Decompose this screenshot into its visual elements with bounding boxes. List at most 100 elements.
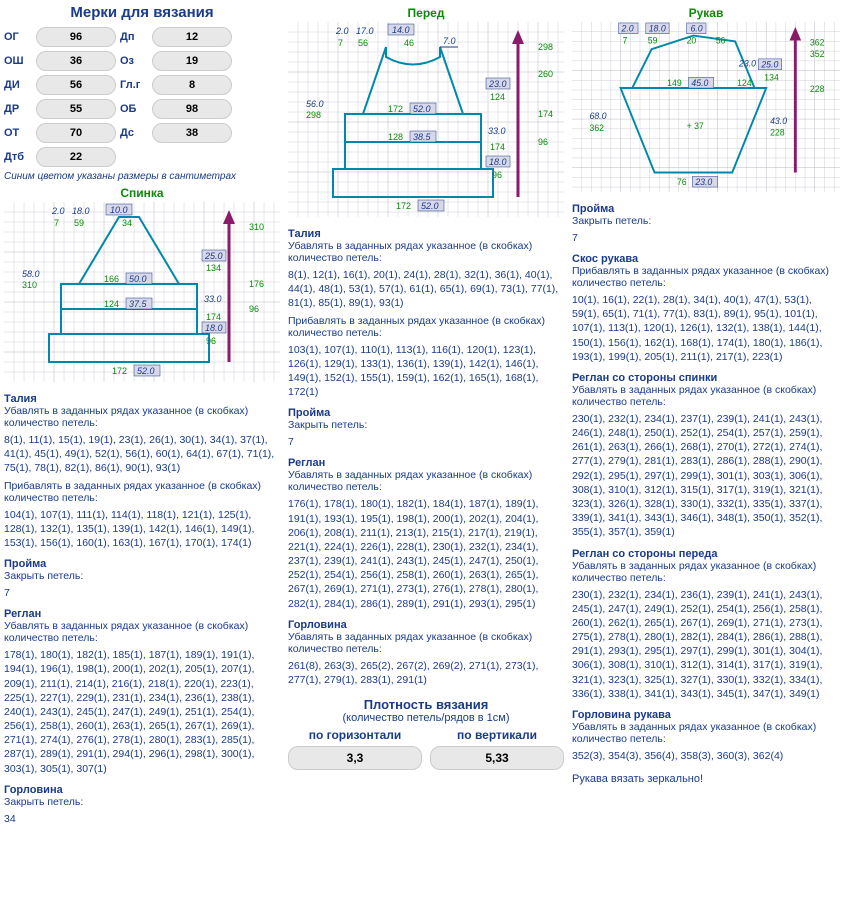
svg-text:2.0: 2.0 xyxy=(621,24,634,34)
section-sub: Убавлять в заданных рядах указанное (в с… xyxy=(572,384,840,408)
svg-text:362: 362 xyxy=(810,37,825,47)
section-title: Горловина xyxy=(4,784,280,796)
svg-text:38.5: 38.5 xyxy=(413,132,432,142)
section-title: Реглан со стороны переда xyxy=(572,548,840,560)
svg-text:37.5: 37.5 xyxy=(129,299,148,309)
svg-text:56.0: 56.0 xyxy=(306,99,324,109)
section-sub: Прибавлять в заданных рядах указанное (в… xyxy=(4,480,280,504)
measure-input[interactable]: 55 xyxy=(36,99,116,119)
svg-text:18.0: 18.0 xyxy=(489,157,507,167)
svg-text:172: 172 xyxy=(388,104,403,114)
section-title: Горловина рукава xyxy=(572,709,840,721)
section-title: Пройма xyxy=(572,203,840,215)
svg-text:43.0: 43.0 xyxy=(770,116,787,126)
section-sub: Убавлять в заданных рядах указанное (в с… xyxy=(288,469,564,493)
measure-label: ОТ xyxy=(4,127,32,139)
section-title: Талия xyxy=(288,228,564,240)
svg-text:124: 124 xyxy=(104,299,119,309)
svg-text:228: 228 xyxy=(770,128,785,138)
svg-text:96: 96 xyxy=(538,137,548,147)
measure-label: ОБ xyxy=(120,103,148,115)
measure-input[interactable]: 8 xyxy=(152,75,232,95)
svg-text:17.0: 17.0 xyxy=(356,26,374,36)
svg-text:25.0: 25.0 xyxy=(760,60,778,70)
svg-text:166: 166 xyxy=(104,274,119,284)
measure-input[interactable]: 98 xyxy=(152,99,232,119)
section-title: Талия xyxy=(4,393,280,405)
svg-text:52.0: 52.0 xyxy=(421,201,439,211)
density-h-val: 3,3 xyxy=(288,746,422,770)
svg-text:50.0: 50.0 xyxy=(129,274,147,284)
section-sub: Убавлять в заданных рядах указанное (в с… xyxy=(4,405,280,429)
svg-text:33.0: 33.0 xyxy=(488,126,506,136)
svg-text:7: 7 xyxy=(622,35,627,45)
section-data: 261(8), 263(3), 265(2), 267(2), 269(2), … xyxy=(288,659,564,687)
svg-text:25.0: 25.0 xyxy=(204,251,223,261)
svg-text:45.0: 45.0 xyxy=(691,78,708,88)
section-data: 8(1), 11(1), 15(1), 19(1), 23(1), 26(1),… xyxy=(4,433,280,476)
svg-text:7: 7 xyxy=(54,218,59,228)
measure-input[interactable]: 96 xyxy=(36,27,116,47)
svg-text:52.0: 52.0 xyxy=(413,104,431,114)
svg-text:34: 34 xyxy=(122,218,132,228)
section-data: 176(1), 178(1), 180(1), 182(1), 184(1), … xyxy=(288,497,564,610)
measure-input[interactable]: 22 xyxy=(36,147,116,167)
svg-text:56: 56 xyxy=(716,35,726,45)
section-data: 34 xyxy=(4,812,280,826)
cm-note: Синим цветом указаны размеры в сантиметр… xyxy=(4,171,280,182)
measure-input[interactable]: 70 xyxy=(36,123,116,143)
svg-text:59: 59 xyxy=(648,35,658,45)
section-data: 230(1), 232(1), 234(1), 237(1), 239(1), … xyxy=(572,412,840,540)
measure-input[interactable]: 19 xyxy=(152,51,232,71)
svg-text:124: 124 xyxy=(490,92,505,102)
section-sub: Закрыть петель: xyxy=(4,796,280,808)
section-title: Пройма xyxy=(288,407,564,419)
svg-text:298: 298 xyxy=(538,42,553,52)
svg-text:128: 128 xyxy=(388,132,403,142)
svg-text:172: 172 xyxy=(396,201,411,211)
section-data: 230(1), 232(1), 234(1), 236(1), 239(1), … xyxy=(572,588,840,701)
sleeve-pattern: 2.0 18.0 6.0 7592056 362352 25.0134 23.0… xyxy=(572,22,840,192)
back-pattern: 2.018.0 10.0 75934 58.0310 310 25.0134 1… xyxy=(4,202,280,382)
section-title: Пройма xyxy=(4,558,280,570)
svg-text:260: 260 xyxy=(538,69,553,79)
svg-text:2.0: 2.0 xyxy=(335,26,349,36)
svg-text:149: 149 xyxy=(667,78,682,88)
svg-text:7: 7 xyxy=(338,38,343,48)
section-data: 8(1), 12(1), 16(1), 20(1), 24(1), 28(1),… xyxy=(288,268,564,311)
measure-label: ОШ xyxy=(4,55,32,67)
section-sub: Убавлять в заданных рядах указанное (в с… xyxy=(4,620,280,644)
section-sub: Закрыть петель: xyxy=(4,570,280,582)
svg-text:228: 228 xyxy=(810,84,825,94)
svg-text:172: 172 xyxy=(112,366,127,376)
measure-input[interactable]: 12 xyxy=(152,27,232,47)
measure-input[interactable]: 56 xyxy=(36,75,116,95)
section-sub: Убавлять в заданных рядах указанное (в с… xyxy=(572,721,840,745)
measure-label: Дтб xyxy=(4,151,32,163)
svg-text:20: 20 xyxy=(687,35,697,45)
front-pattern: 2.017.0 14.0 75646 7.0 298 260 23.0124 1… xyxy=(288,22,564,217)
back-title: Спинка xyxy=(4,186,280,200)
svg-text:18.0: 18.0 xyxy=(205,323,223,333)
section-data: 7 xyxy=(572,231,840,245)
svg-text:58.0: 58.0 xyxy=(22,269,40,279)
page-title: Мерки для вязания xyxy=(4,4,280,21)
section-title: Реглан xyxy=(4,608,280,620)
svg-text:174: 174 xyxy=(206,312,221,322)
svg-text:68.0: 68.0 xyxy=(589,111,606,121)
section-title: Горловина xyxy=(288,619,564,631)
svg-text:6.0: 6.0 xyxy=(690,24,702,34)
section-sub: Убавлять в заданных рядах указанное (в с… xyxy=(572,560,840,584)
svg-text:134: 134 xyxy=(764,72,779,82)
density-box: Плотность вязания (количество петель/ряд… xyxy=(288,697,564,770)
measure-input[interactable]: 38 xyxy=(152,123,232,143)
section-data: 7 xyxy=(288,435,564,449)
measure-input[interactable]: 36 xyxy=(36,51,116,71)
section-sub: Закрыть петель: xyxy=(288,419,564,431)
measure-label: Дп xyxy=(120,31,148,43)
section-title: Реглан со стороны спинки xyxy=(572,372,840,384)
density-v-val: 5,33 xyxy=(430,746,564,770)
svg-text:96: 96 xyxy=(249,304,259,314)
measure-label: ОГ xyxy=(4,31,32,43)
svg-text:310: 310 xyxy=(22,280,37,290)
